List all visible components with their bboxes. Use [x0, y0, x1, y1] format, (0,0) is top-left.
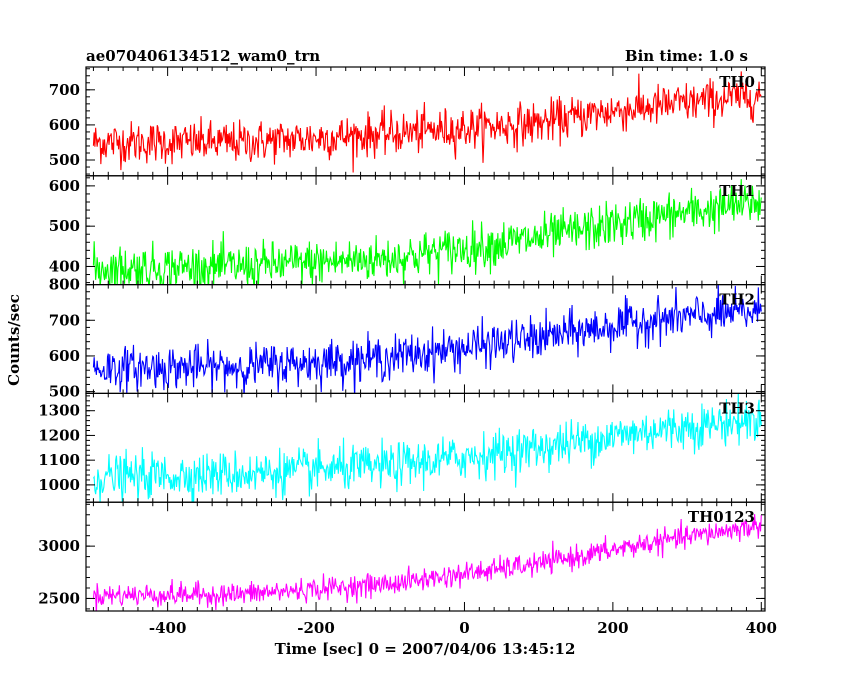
- y-tick-label: 2500: [38, 589, 80, 607]
- y-tick-label: 1000: [38, 476, 80, 494]
- chart-title: ae070406134512_wam0_trn: [86, 47, 320, 65]
- y-tick-label: 400: [49, 257, 80, 275]
- y-tick-label: 500: [49, 217, 80, 235]
- series-line-th3: [92, 393, 762, 503]
- y-tick-label: 600: [49, 347, 80, 365]
- y-tick-label: 1300: [38, 402, 80, 420]
- x-tick-label: 0: [459, 619, 469, 637]
- x-axis-label: Time [sec] 0 = 2007/04/06 13:45:12: [275, 640, 576, 658]
- y-tick-label: 500: [49, 383, 80, 401]
- y-tick-label: 3000: [38, 537, 80, 555]
- panel-label-th0123: TH0123: [688, 508, 755, 526]
- y-tick-label: 600: [49, 177, 80, 195]
- bin-time-label: Bin time: 1.0 s: [625, 47, 748, 65]
- series-line-th1: [92, 179, 762, 285]
- y-tick-label: 1200: [38, 426, 80, 444]
- series-line-th2: [92, 284, 762, 394]
- panel-frame-th1: [85, 175, 766, 286]
- x-tick-label: 200: [597, 619, 628, 637]
- panels-group: 500 600 700 TH0 400 500 600 TH1 500 600 700 800 TH2 1…: [38, 66, 777, 637]
- series-line-th0123: [92, 514, 762, 612]
- panel-label-th3: TH3: [719, 399, 755, 417]
- panel-label-th2: TH2: [719, 291, 755, 309]
- x-tick-label: -400: [149, 619, 187, 637]
- x-tick-label: 400: [746, 619, 777, 637]
- y-axis-label: Counts/sec: [5, 294, 23, 386]
- y-tick-label: 1100: [38, 451, 80, 469]
- x-tick-label: -200: [297, 619, 335, 637]
- y-tick-label: 700: [49, 311, 80, 329]
- panel-frame-th0: [85, 66, 766, 177]
- panel-label-th1: TH1: [719, 182, 755, 200]
- panel-frame-th2: [85, 284, 766, 395]
- y-tick-label: 600: [49, 116, 80, 134]
- y-tick-label: 500: [49, 151, 80, 169]
- y-tick-label: 700: [49, 81, 80, 99]
- y-tick-label: 800: [49, 276, 80, 294]
- series-line-th0: [92, 71, 762, 173]
- panel-label-th0: TH0: [719, 73, 755, 91]
